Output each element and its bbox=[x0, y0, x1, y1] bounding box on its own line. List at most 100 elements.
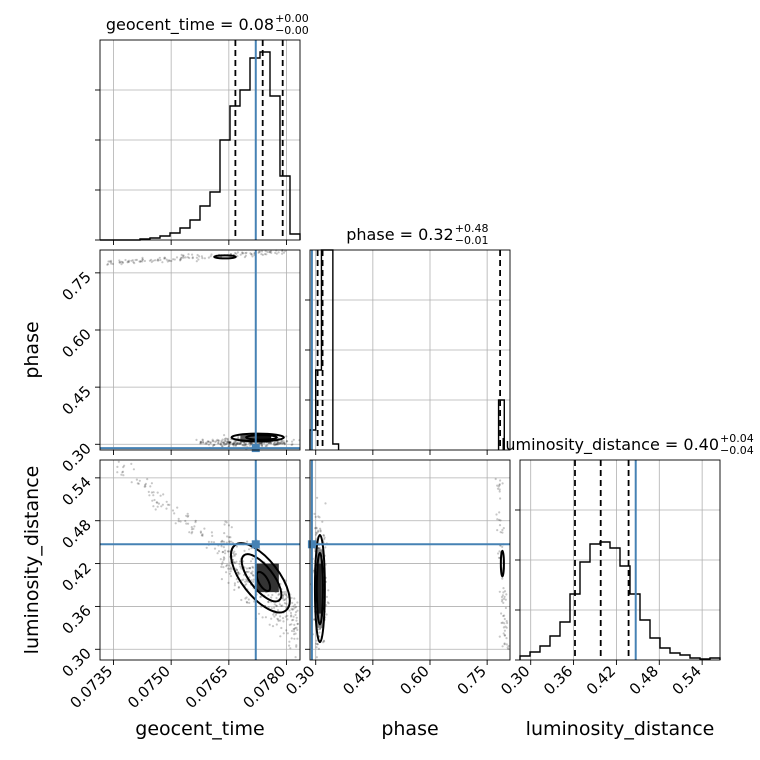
scatter-point bbox=[201, 533, 204, 536]
scatter-point bbox=[315, 646, 318, 649]
scatter-point bbox=[286, 440, 289, 443]
scatter-point bbox=[243, 442, 246, 445]
scatter-point bbox=[238, 572, 241, 575]
scatter-point bbox=[177, 517, 180, 521]
scatter-point bbox=[144, 482, 147, 485]
scatter-point bbox=[283, 441, 286, 444]
scatter-point bbox=[228, 564, 231, 567]
scatter-point bbox=[295, 616, 298, 619]
scatter-point bbox=[217, 439, 220, 443]
scatter-point bbox=[108, 260, 111, 263]
scatter-point bbox=[139, 260, 142, 263]
scatter-point bbox=[118, 261, 121, 264]
scatter-point bbox=[228, 567, 232, 571]
scatter-point bbox=[503, 595, 506, 598]
scatter-point bbox=[235, 578, 238, 581]
scatter-point bbox=[285, 435, 288, 438]
tick-label-y: 0.54 bbox=[58, 473, 94, 509]
scatter-point bbox=[249, 442, 252, 445]
scatter-point bbox=[191, 257, 194, 260]
scatter-point bbox=[225, 442, 228, 445]
scatter-point bbox=[321, 520, 324, 523]
title-plus: +0.48 bbox=[455, 222, 489, 235]
title-plus: +0.00 bbox=[275, 12, 309, 25]
panel-frame bbox=[99, 459, 301, 661]
scatter-point bbox=[190, 528, 193, 531]
scatter-point bbox=[230, 526, 233, 529]
scatter-point bbox=[204, 442, 207, 445]
scatter-point bbox=[226, 441, 229, 444]
scatter-point bbox=[231, 555, 234, 558]
scatter-point bbox=[295, 605, 298, 609]
scatter-point bbox=[502, 591, 505, 594]
scatter-point bbox=[274, 613, 277, 617]
scatter-point bbox=[143, 485, 146, 488]
scatter-point bbox=[497, 552, 500, 555]
scatter-point bbox=[212, 440, 215, 443]
scatter-point bbox=[277, 251, 280, 254]
scatter-point bbox=[203, 527, 206, 530]
scatter-point bbox=[190, 526, 193, 529]
scatter-point bbox=[498, 490, 501, 493]
scatter-point bbox=[268, 623, 271, 626]
scatter-point bbox=[504, 606, 507, 610]
scatter-point bbox=[249, 566, 252, 570]
scatter-point bbox=[228, 536, 231, 539]
panel-phase-vs-geocent_time bbox=[100, 250, 300, 450]
scatter-point bbox=[134, 258, 137, 262]
scatter-point bbox=[223, 438, 226, 441]
scatter-point bbox=[143, 483, 147, 487]
scatter-point bbox=[502, 632, 505, 635]
scatter-point bbox=[261, 253, 264, 256]
scatter-point bbox=[290, 614, 293, 617]
scatter-point bbox=[213, 547, 217, 550]
panel-frame bbox=[309, 459, 511, 661]
scatter-point bbox=[315, 527, 318, 530]
scatter-point bbox=[235, 560, 238, 563]
scatter-point bbox=[223, 540, 226, 543]
scatter-point bbox=[277, 619, 280, 623]
scatter-point bbox=[217, 442, 220, 445]
title-geocent_time: geocent_time = 0.08 +0.00−0.00 bbox=[106, 12, 309, 37]
scatter-point bbox=[198, 255, 201, 258]
scatter-point bbox=[251, 570, 254, 573]
scatter-point bbox=[270, 607, 273, 610]
scatter-point bbox=[326, 601, 329, 604]
scatter-point bbox=[246, 540, 249, 543]
scatter-point bbox=[239, 565, 242, 568]
scatter-point bbox=[507, 644, 510, 648]
scatter-point bbox=[213, 443, 216, 446]
tick-label-y: 0.75 bbox=[58, 268, 94, 304]
scatter-point bbox=[233, 588, 236, 592]
scatter-point bbox=[327, 589, 330, 592]
scatter-point bbox=[158, 256, 161, 259]
scatter-point bbox=[316, 643, 319, 646]
scatter-point bbox=[290, 443, 293, 446]
scatter-point bbox=[296, 628, 299, 632]
scatter-point bbox=[237, 586, 240, 589]
contour-line bbox=[499, 549, 505, 578]
scatter-point bbox=[226, 440, 229, 443]
tick-label-x: 0.48 bbox=[626, 662, 662, 698]
scatter-point bbox=[184, 519, 187, 523]
scatter-point bbox=[318, 516, 321, 519]
scatter-point bbox=[236, 571, 239, 574]
scatter-point bbox=[154, 508, 157, 511]
scatter-point bbox=[148, 494, 151, 497]
scatter-point bbox=[267, 600, 270, 603]
scatter-point bbox=[209, 255, 212, 258]
scatter-point bbox=[500, 612, 503, 615]
scatter-point bbox=[281, 596, 285, 600]
scatter-point bbox=[280, 440, 283, 443]
scatter-point bbox=[148, 259, 151, 262]
scatter-point bbox=[275, 442, 278, 446]
scatter-point bbox=[295, 619, 298, 622]
scatter-point bbox=[314, 527, 317, 530]
scatter-point bbox=[270, 251, 273, 254]
scatter-point bbox=[324, 546, 327, 549]
scatter-point bbox=[267, 606, 270, 609]
contour-line bbox=[313, 534, 326, 644]
scatter-point bbox=[277, 441, 280, 444]
scatter-point bbox=[234, 444, 237, 447]
scatter-point bbox=[239, 253, 242, 256]
